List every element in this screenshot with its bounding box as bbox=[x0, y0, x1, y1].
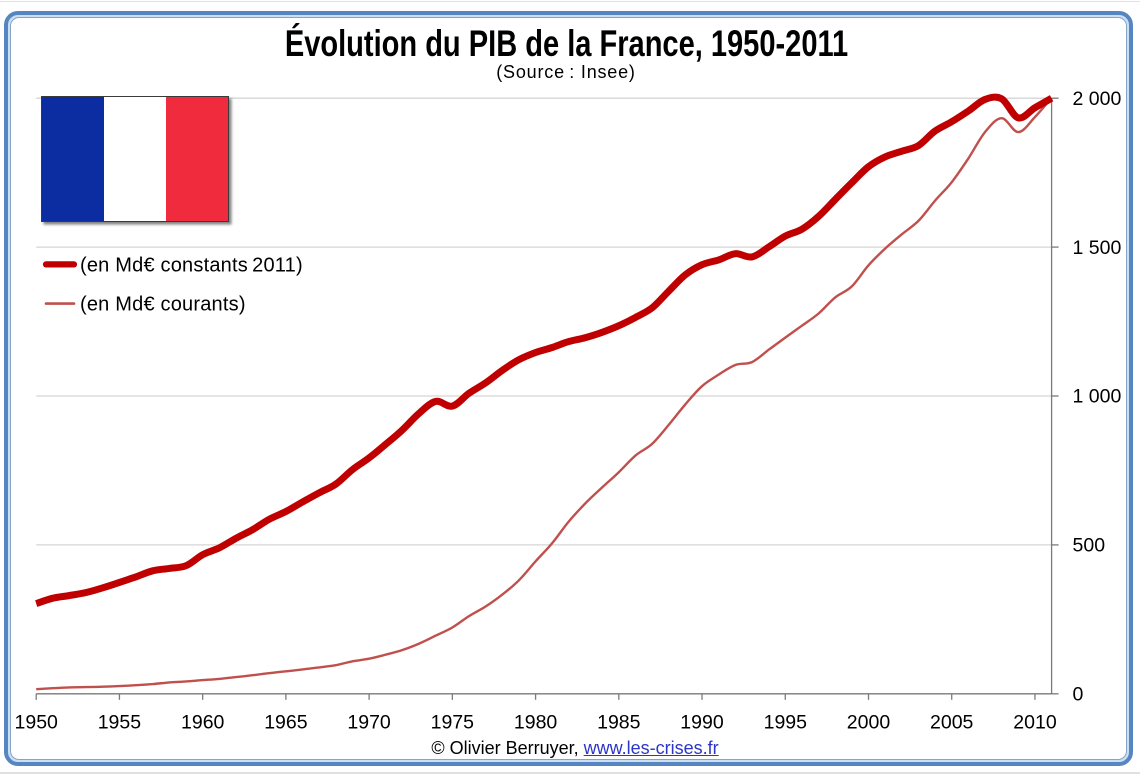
svg-text:(en Md€ constants 2011): (en Md€ constants 2011) bbox=[80, 255, 303, 277]
svg-text:1985: 1985 bbox=[597, 711, 641, 733]
svg-text:1975: 1975 bbox=[431, 711, 475, 733]
svg-text:2005: 2005 bbox=[930, 711, 974, 733]
svg-text:1980: 1980 bbox=[514, 711, 558, 733]
svg-text:1990: 1990 bbox=[680, 711, 724, 733]
svg-text:1 500: 1 500 bbox=[1073, 237, 1122, 259]
svg-text:2010: 2010 bbox=[1013, 711, 1057, 733]
svg-text:1950: 1950 bbox=[15, 711, 59, 733]
svg-text:0: 0 bbox=[1073, 684, 1084, 706]
svg-text:1960: 1960 bbox=[181, 711, 225, 733]
svg-text:1 000: 1 000 bbox=[1073, 386, 1122, 408]
svg-text:500: 500 bbox=[1073, 535, 1106, 557]
svg-text:1995: 1995 bbox=[764, 711, 808, 733]
svg-text:2000: 2000 bbox=[847, 711, 891, 733]
svg-text:2 000: 2 000 bbox=[1073, 88, 1122, 110]
svg-text:1955: 1955 bbox=[98, 711, 142, 733]
svg-text:1965: 1965 bbox=[264, 711, 308, 733]
svg-text:(en Md€ courants): (en Md€ courants) bbox=[80, 294, 246, 316]
svg-text:1970: 1970 bbox=[347, 711, 391, 733]
